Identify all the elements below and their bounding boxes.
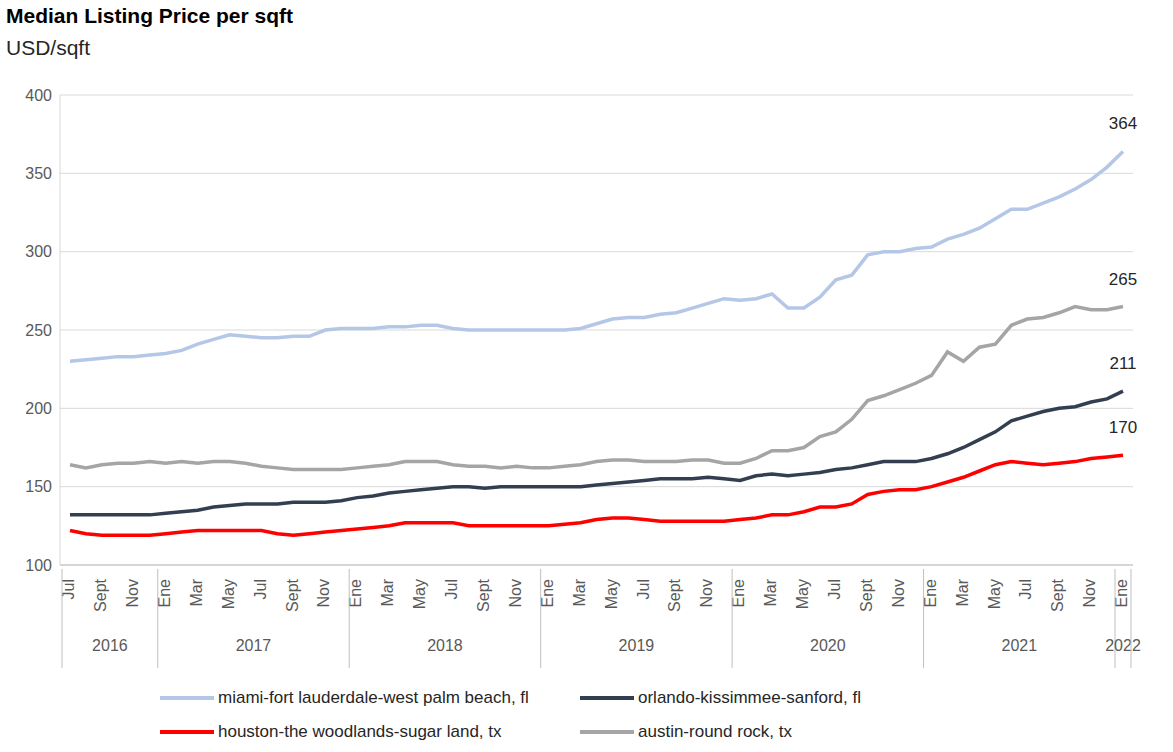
svg-text:Sept: Sept bbox=[1049, 578, 1066, 611]
html-text:USD/sqft: USD/sqft bbox=[6, 36, 90, 59]
svg-text:Jul: Jul bbox=[443, 579, 460, 599]
svg-text:May: May bbox=[986, 579, 1003, 609]
svg-text:Jul: Jul bbox=[1017, 579, 1034, 599]
svg-text:Mar: Mar bbox=[379, 578, 396, 606]
svg-text:2021: 2021 bbox=[1001, 637, 1037, 654]
svg-text:150: 150 bbox=[25, 478, 52, 495]
html-text:miami-fort lauderdale-west pal: miami-fort lauderdale-west palm beach, f… bbox=[218, 688, 529, 707]
svg-text:170: 170 bbox=[1109, 418, 1137, 437]
svg-text:Ene: Ene bbox=[922, 579, 939, 608]
svg-text:Ene: Ene bbox=[156, 579, 173, 608]
svg-text:211: 211 bbox=[1109, 354, 1136, 373]
svg-text:300: 300 bbox=[25, 243, 52, 260]
svg-text:May: May bbox=[603, 579, 620, 609]
html-text:Median Listing Price per sqft: Median Listing Price per sqft bbox=[6, 4, 294, 27]
svg-text:Jul: Jul bbox=[60, 579, 77, 599]
svg-text:Mar: Mar bbox=[571, 578, 588, 606]
svg-text:Nov: Nov bbox=[890, 579, 907, 607]
svg-text:364: 364 bbox=[1109, 114, 1137, 133]
svg-text:100: 100 bbox=[25, 557, 52, 574]
svg-text:2016: 2016 bbox=[92, 637, 128, 654]
svg-text:Nov: Nov bbox=[315, 579, 332, 607]
svg-text:265: 265 bbox=[1109, 270, 1137, 289]
svg-text:May: May bbox=[220, 579, 237, 609]
svg-text:Ene: Ene bbox=[1113, 579, 1130, 608]
svg-text:Ene: Ene bbox=[730, 579, 747, 608]
svg-text:350: 350 bbox=[25, 165, 52, 182]
svg-text:Nov: Nov bbox=[507, 579, 524, 607]
svg-text:May: May bbox=[411, 579, 428, 609]
svg-text:250: 250 bbox=[25, 322, 52, 339]
html-text:houston-the woodlands-sugar la: houston-the woodlands-sugar land, tx bbox=[218, 722, 502, 741]
svg-text:Sept: Sept bbox=[92, 578, 109, 611]
svg-text:Jul: Jul bbox=[635, 579, 652, 599]
svg-text:Ene: Ene bbox=[539, 579, 556, 608]
svg-text:Nov: Nov bbox=[698, 579, 715, 607]
svg-text:2022: 2022 bbox=[1105, 637, 1141, 654]
svg-text:Mar: Mar bbox=[954, 578, 971, 606]
svg-text:Nov: Nov bbox=[124, 579, 141, 607]
svg-text:Ene: Ene bbox=[347, 579, 364, 608]
html-text:orlando-kissimmee-sanford, fl: orlando-kissimmee-sanford, fl bbox=[638, 688, 861, 707]
html-text:austin-round rock, tx: austin-round rock, tx bbox=[638, 722, 792, 741]
svg-text:2017: 2017 bbox=[236, 637, 272, 654]
svg-text:Nov: Nov bbox=[1081, 579, 1098, 607]
svg-text:2018: 2018 bbox=[427, 637, 463, 654]
svg-text:Jul: Jul bbox=[252, 579, 269, 599]
svg-text:Mar: Mar bbox=[762, 578, 779, 606]
svg-text:Sept: Sept bbox=[475, 578, 492, 611]
svg-text:400: 400 bbox=[25, 87, 52, 104]
svg-text:Sept: Sept bbox=[284, 578, 301, 611]
svg-text:2020: 2020 bbox=[810, 637, 846, 654]
svg-text:Sept: Sept bbox=[666, 578, 683, 611]
svg-text:Jul: Jul bbox=[826, 579, 843, 599]
svg-text:2019: 2019 bbox=[619, 637, 655, 654]
svg-text:200: 200 bbox=[25, 400, 52, 417]
svg-text:May: May bbox=[794, 579, 811, 609]
svg-text:Mar: Mar bbox=[188, 578, 205, 606]
svg-text:Sept: Sept bbox=[858, 578, 875, 611]
